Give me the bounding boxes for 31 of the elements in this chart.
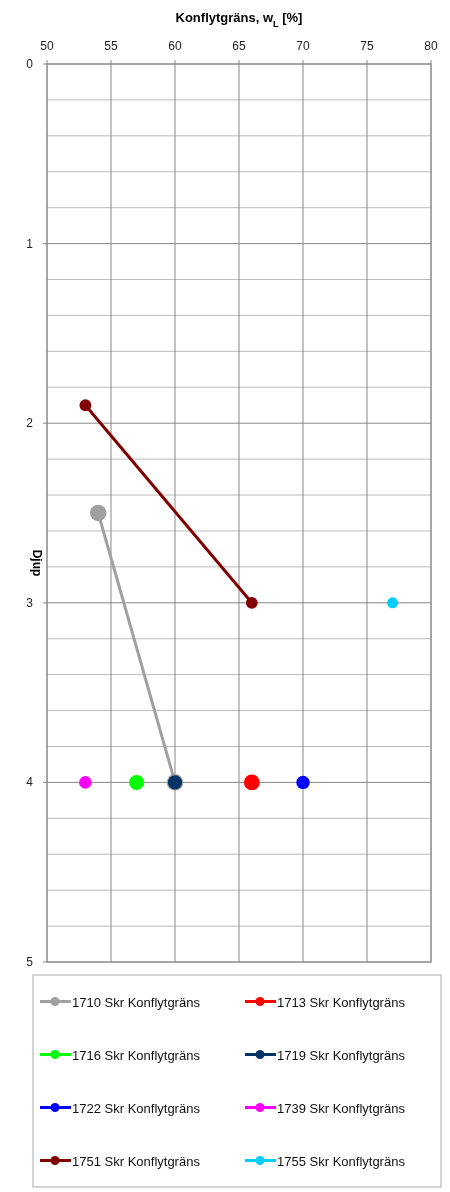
y-tick-label: 2	[26, 416, 34, 431]
x-tick-label: 70	[296, 39, 310, 53]
point	[89, 504, 107, 522]
legend-label: 1713 Skr Konflytgräns	[277, 994, 406, 1010]
y-axis-title: Djup	[30, 549, 44, 577]
legend-label: 1710 Skr Konflytgräns	[72, 994, 201, 1010]
legend-label: 1755 Skr Konflytgräns	[277, 1153, 406, 1169]
x-tick-label: 80	[424, 39, 438, 53]
legend-label: 1716 Skr Konflytgräns	[72, 1047, 201, 1063]
x-tick-label: 60	[168, 39, 182, 53]
x-tick-label: 75	[360, 39, 374, 53]
y-tick-label: 1	[26, 236, 34, 251]
legend-label: 1722 Skr Konflytgräns	[72, 1100, 201, 1116]
point	[245, 596, 258, 609]
point	[79, 776, 92, 789]
x-tick-label: 65	[232, 39, 246, 53]
point	[243, 774, 260, 791]
x-axis-title: Konflytgräns, w$_{L}$ [%]	[175, 10, 303, 29]
x-tick-label: 55	[104, 39, 118, 53]
legend-label: 1739 Skr Konflytgräns	[277, 1100, 406, 1116]
point	[296, 775, 310, 790]
y-tick-label: 5	[26, 955, 34, 969]
legend-label: 1719 Skr Konflytgräns	[277, 1047, 406, 1063]
point	[129, 774, 145, 790]
point	[387, 597, 399, 609]
point	[79, 399, 92, 412]
legend-label: 1751 Skr Konflytgräns	[72, 1153, 201, 1169]
y-tick-label: 0	[26, 57, 34, 71]
y-tick-label: 3	[26, 595, 34, 610]
x-tick-label: 50	[40, 39, 54, 53]
y-tick-label: 4	[26, 775, 34, 790]
